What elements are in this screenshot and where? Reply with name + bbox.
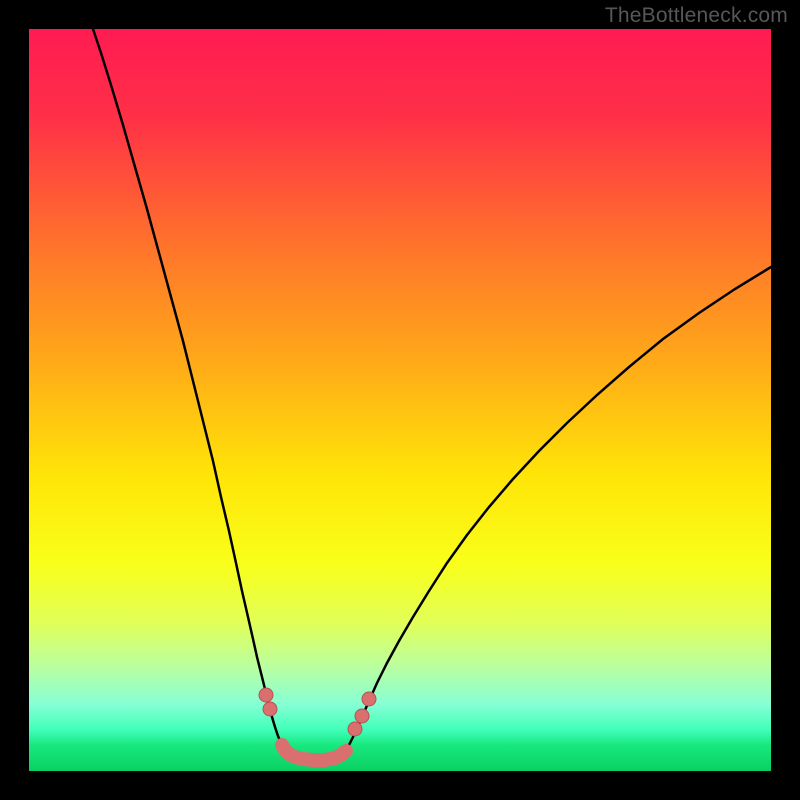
data-point bbox=[355, 709, 369, 723]
plot-area bbox=[29, 29, 771, 771]
data-point bbox=[362, 692, 376, 706]
watermark-text: TheBottleneck.com bbox=[605, 4, 788, 28]
data-point bbox=[348, 722, 362, 736]
chart-svg bbox=[29, 29, 771, 771]
data-point bbox=[259, 688, 273, 702]
gradient-background bbox=[29, 29, 771, 771]
data-point bbox=[263, 702, 277, 716]
plot-outer-frame bbox=[29, 29, 771, 771]
